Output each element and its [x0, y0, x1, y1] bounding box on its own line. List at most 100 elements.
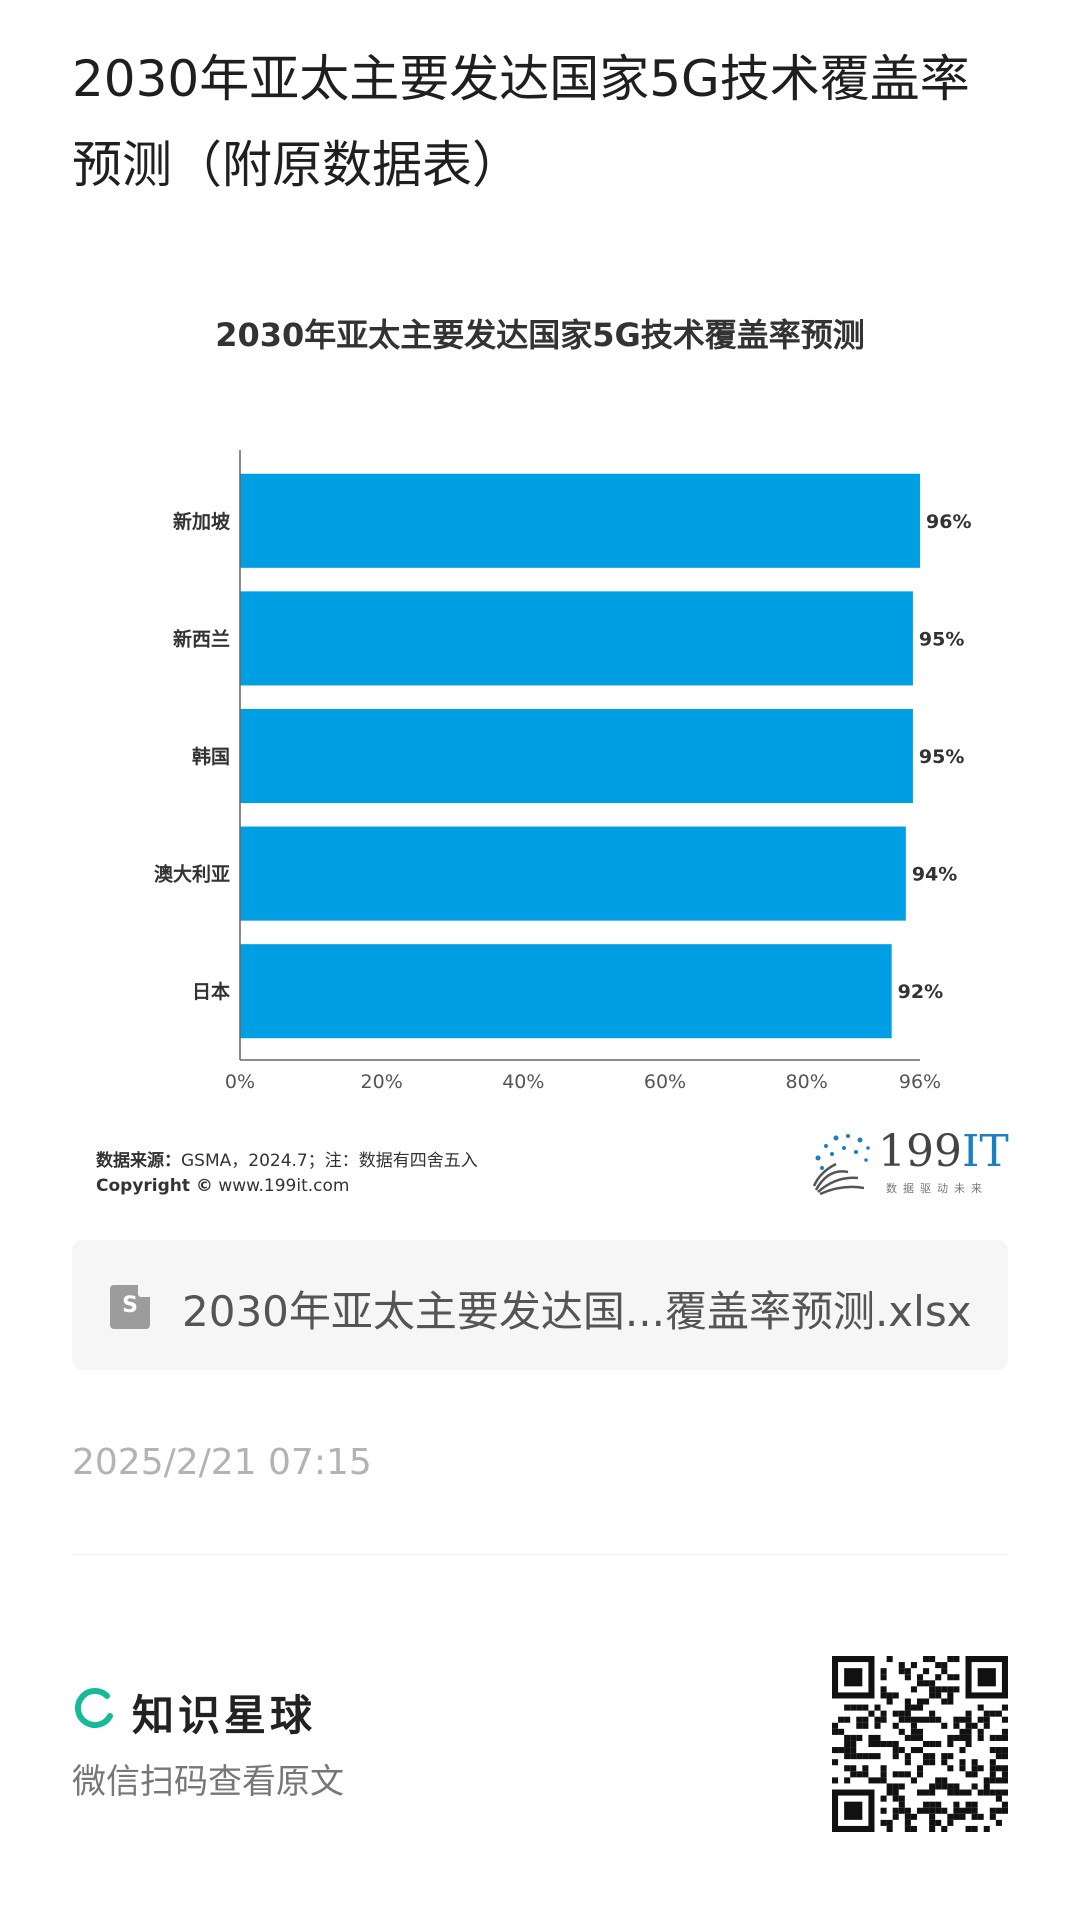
qr-module — [892, 1722, 899, 1729]
qr-module — [953, 1716, 960, 1723]
qr-module — [898, 1783, 905, 1790]
qr-module — [832, 1777, 839, 1784]
qr-module — [983, 1825, 990, 1832]
199it-logo: 199IT 数据驱动未来 — [808, 1126, 1009, 1198]
qr-module — [959, 1789, 966, 1796]
qr-finder — [977, 1668, 996, 1687]
qr-module — [929, 1801, 936, 1808]
qr-module — [892, 1783, 899, 1790]
qr-module — [850, 1740, 857, 1748]
qr-module — [935, 1783, 942, 1790]
qr-module — [935, 1686, 942, 1693]
qr-module — [904, 1753, 911, 1760]
qr-module — [953, 1656, 960, 1663]
qr-module — [886, 1783, 893, 1790]
qr-module — [965, 1734, 972, 1741]
qr-module — [953, 1722, 960, 1729]
qr-module — [898, 1728, 905, 1735]
attachment-file[interactable]: S 2030年亚太主要发达国...覆盖率预测.xlsx — [72, 1240, 1008, 1370]
category-label: 新加坡 — [173, 510, 231, 533]
qr-module — [965, 1710, 972, 1717]
qr-finder — [844, 1801, 863, 1820]
copyright: Copyright © www.199it.com — [96, 1176, 349, 1196]
qr-module — [947, 1686, 954, 1693]
qr-module — [989, 1710, 996, 1717]
copyright-label: Copyright © — [96, 1176, 213, 1196]
qr-module — [923, 1698, 930, 1705]
qr-module — [1001, 1734, 1008, 1741]
qr-module — [929, 1692, 936, 1699]
qr-module — [929, 1759, 936, 1766]
bar — [240, 944, 892, 1039]
qr-module — [929, 1740, 936, 1748]
qr-module — [898, 1807, 905, 1814]
qr-module — [947, 1783, 954, 1790]
qr-module — [868, 1710, 875, 1717]
qr-module — [983, 1777, 990, 1784]
scan-hint: 微信扫码查看原文 — [72, 1762, 344, 1802]
qr-module — [886, 1825, 893, 1832]
qr-module — [916, 1704, 924, 1711]
qr-module — [886, 1692, 893, 1699]
qr-module — [892, 1740, 899, 1748]
qr-finder — [832, 1825, 875, 1832]
spreadsheet-file-icon: S — [110, 1285, 150, 1329]
qr-module — [935, 1662, 942, 1669]
qr-module — [923, 1668, 930, 1675]
qr-module — [923, 1807, 930, 1814]
qr-module — [989, 1771, 996, 1778]
qr-module — [874, 1704, 881, 1711]
data-label: 95% — [919, 628, 964, 650]
qr-module — [995, 1710, 1002, 1717]
chart-title: 2030年亚太主要发达国家5G技术覆盖率预测 — [215, 316, 865, 354]
qr-module — [959, 1734, 966, 1741]
x-tick-label: 0% — [225, 1071, 255, 1093]
qr-module — [862, 1753, 869, 1760]
x-tick-label: 60% — [644, 1071, 686, 1093]
qr-module — [910, 1734, 917, 1741]
qr-module — [880, 1740, 887, 1748]
qr-module — [850, 1734, 857, 1741]
qr-module — [898, 1795, 905, 1802]
logo-tagline: 数据驱动未来 — [886, 1182, 988, 1195]
qr-module — [898, 1771, 905, 1778]
qr-module — [916, 1680, 924, 1687]
qr-module — [904, 1674, 911, 1681]
qr-module — [1001, 1807, 1008, 1814]
qr-module — [1001, 1765, 1008, 1772]
qr-module — [929, 1716, 936, 1723]
qr-code[interactable] — [832, 1656, 1008, 1832]
qr-module — [947, 1813, 954, 1820]
qr-module — [995, 1819, 1002, 1826]
qr-module — [886, 1789, 893, 1796]
qr-module — [898, 1716, 905, 1723]
qr-module — [910, 1716, 917, 1723]
qr-module — [923, 1716, 930, 1723]
qr-module — [953, 1734, 960, 1741]
qr-finder — [832, 1789, 839, 1832]
qr-module — [916, 1698, 924, 1705]
category-label: 澳大利亚 — [154, 863, 230, 886]
qr-finder — [832, 1789, 875, 1796]
qr-module — [916, 1674, 924, 1681]
x-tick-label: 20% — [361, 1071, 403, 1093]
qr-module — [874, 1753, 881, 1760]
data-source: 数据来源：GSMA，2024.7；注：数据有四舍五入 — [96, 1146, 478, 1171]
qr-module — [910, 1662, 917, 1669]
qr-module — [971, 1765, 978, 1772]
qr-module — [935, 1716, 942, 1723]
qr-module — [959, 1759, 966, 1766]
qr-module — [904, 1704, 911, 1711]
qr-module — [916, 1807, 924, 1814]
qr-module — [862, 1722, 869, 1729]
qr-module — [904, 1813, 911, 1820]
qr-module — [941, 1825, 948, 1832]
qr-module — [941, 1753, 948, 1760]
qr-module — [929, 1680, 936, 1687]
qr-module — [898, 1710, 905, 1717]
qr-module — [959, 1716, 966, 1723]
qr-module — [862, 1716, 869, 1723]
qr-module — [959, 1807, 966, 1814]
qr-module — [880, 1674, 887, 1681]
qr-module — [850, 1704, 857, 1711]
